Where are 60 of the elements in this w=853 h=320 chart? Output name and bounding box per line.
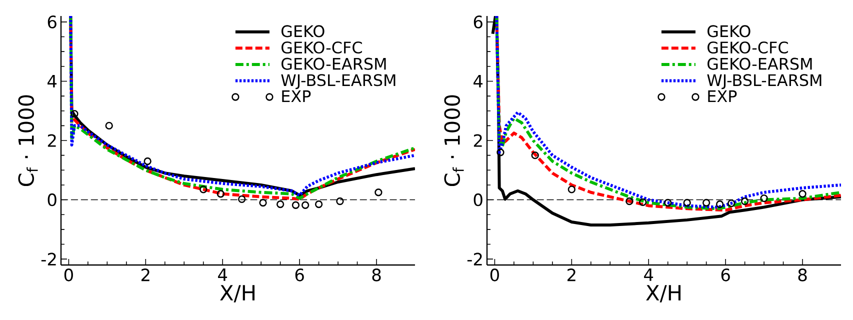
point [259, 198, 267, 207]
point [798, 190, 806, 198]
y-axis-title: C$_{f}$ · 1000 [444, 95, 464, 186]
point [531, 151, 539, 160]
x-tick-label: 8 [798, 268, 807, 282]
x-tick-label: 4 [218, 268, 228, 281]
y-tick-label: -2 [41, 252, 56, 266]
point [716, 200, 724, 208]
legend-label: EXP [282, 90, 311, 102]
y-tick-label: 0 [48, 193, 56, 206]
x-tick-label: 4 [644, 268, 654, 281]
point [568, 186, 576, 194]
point [238, 195, 246, 204]
y-tick-label: 6 [474, 16, 482, 28]
point [728, 200, 736, 208]
point [626, 197, 634, 206]
y-tick-label: 4 [474, 75, 483, 88]
point [200, 186, 208, 194]
legend-label: EXP [708, 90, 737, 102]
x-tick-label: 8 [372, 268, 381, 282]
y-tick-label: 4 [48, 75, 57, 88]
point [144, 157, 152, 166]
point [664, 198, 672, 207]
x-tick-label: 2 [141, 268, 150, 282]
y-tick-label: 2 [48, 134, 56, 147]
y-tick-label: 6 [48, 16, 56, 28]
legend-label: GEKO-EARSM [282, 58, 386, 70]
point [292, 201, 300, 209]
legend-label: WJ-BSL-EARSM [281, 74, 396, 90]
point [374, 188, 382, 196]
point [702, 198, 710, 207]
x-tick-label: 6 [721, 268, 730, 282]
legend-label: GEKO [282, 25, 324, 38]
legend-label: GEKO [708, 25, 750, 38]
y-tick-label: 0 [474, 193, 482, 206]
x-tick-label: 0 [490, 268, 499, 282]
y-axis-title: C$_{f}$ · 1000 [18, 95, 38, 186]
y-tick-label: 2 [474, 134, 482, 147]
x-tick-label: 6 [295, 268, 304, 282]
point [336, 197, 344, 206]
x-axis-title: X/H [646, 285, 680, 302]
point [496, 148, 504, 156]
point [683, 198, 691, 207]
legend-label: GEKO-EARSM [708, 58, 812, 70]
point [314, 200, 323, 208]
x-tick-label: 2 [568, 268, 576, 282]
point [740, 197, 749, 206]
point [105, 122, 113, 130]
point [70, 110, 78, 118]
legend-label: GEKO-CFC [282, 41, 362, 54]
legend-label: WJ-BSL-EARSM [707, 74, 822, 90]
point [301, 201, 310, 209]
x-axis-title: X/H [220, 285, 254, 302]
point [639, 198, 647, 206]
point [216, 190, 225, 198]
point [276, 200, 284, 208]
y-tick-label: -2 [467, 252, 482, 266]
legend-label: GEKO-CFC [708, 41, 788, 54]
point [760, 194, 768, 202]
x-tick-label: 0 [64, 268, 73, 282]
